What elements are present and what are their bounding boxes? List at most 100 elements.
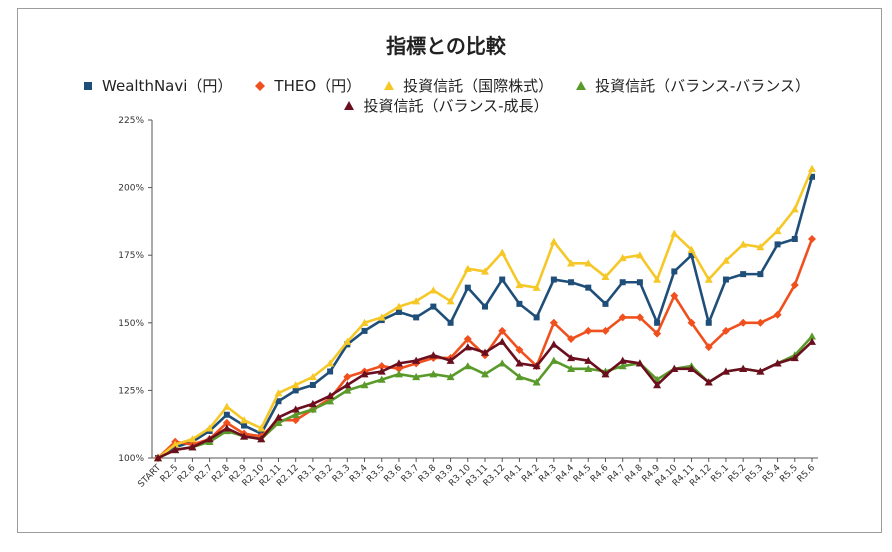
legend-item-1: THEO（円） [254, 75, 361, 96]
data-point-2 [188, 435, 197, 443]
data-point-4 [515, 359, 524, 367]
data-point-0 [430, 303, 437, 310]
triangle-marker-icon [344, 100, 355, 110]
triangle-marker-icon [576, 80, 587, 90]
data-point-4 [601, 370, 610, 378]
data-point-3 [429, 370, 438, 378]
data-point-2 [549, 237, 558, 245]
data-point-0 [585, 284, 592, 291]
data-point-4 [326, 391, 335, 400]
data-point-4 [549, 340, 558, 348]
data-point-1 [773, 310, 782, 319]
data-point-2 [326, 359, 335, 367]
data-point-2 [205, 424, 214, 432]
data-point-4 [653, 380, 662, 389]
data-point-0 [809, 173, 815, 180]
data-point-1 [291, 416, 300, 425]
data-point-4 [446, 356, 455, 364]
square-marker-icon [84, 81, 93, 90]
triangle-marker-icon [384, 80, 395, 90]
data-point-2 [739, 240, 748, 248]
x-tick-label: R4.8 [623, 463, 645, 485]
x-tick-label: R5.4 [761, 463, 783, 485]
data-point-3 [326, 397, 335, 405]
x-tick-label: R5.1 [709, 463, 731, 485]
data-point-4 [171, 445, 180, 454]
data-point-4 [498, 337, 507, 345]
x-tick-label: R2.8 [210, 463, 232, 485]
x-tick-label: R3.7 [400, 463, 422, 485]
legend-marker-0 [84, 81, 93, 90]
y-tick-label: 125% [118, 386, 144, 396]
x-tick-label: R3.3 [331, 463, 353, 485]
data-point-0 [327, 368, 334, 375]
data-point-2 [756, 243, 765, 251]
data-point-2 [171, 440, 180, 448]
data-point-0 [791, 235, 798, 242]
data-point-2 [498, 248, 507, 256]
data-point-2 [291, 380, 300, 389]
data-point-4 [567, 353, 576, 362]
data-point-1 [601, 326, 610, 335]
y-tick-label: 100% [118, 454, 144, 464]
data-point-0 [568, 279, 575, 286]
legend-marker-2 [384, 80, 395, 90]
data-point-1 [584, 326, 593, 335]
data-point-4 [481, 348, 489, 356]
x-tick-label: R2.7 [193, 463, 215, 485]
data-point-0 [654, 319, 661, 326]
data-point-4 [756, 367, 765, 375]
legend-label: 投資信託（バランス-成長） [363, 97, 549, 115]
data-point-4 [308, 399, 317, 408]
data-point-1 [549, 318, 558, 327]
data-point-3 [412, 372, 421, 381]
data-point-4 [188, 443, 197, 451]
data-point-1 [515, 345, 524, 354]
data-point-2 [394, 302, 403, 310]
x-tick-label: R3.8 [417, 463, 439, 485]
x-tick-label: R3.4 [348, 463, 370, 485]
data-point-0 [774, 241, 781, 248]
y-tick-label: 150% [118, 319, 144, 329]
data-point-2 [721, 256, 730, 264]
data-point-0 [464, 284, 471, 291]
data-point-2 [377, 313, 386, 321]
data-point-2 [222, 402, 231, 410]
data-point-0 [619, 279, 626, 286]
legend-row-1: WealthNavi（円） THEO（円） 投資信託（国際株式） 投資信託（バランス-… [0, 75, 892, 96]
data-point-0 [533, 314, 540, 321]
data-point-2 [618, 253, 627, 262]
data-point-1 [704, 343, 713, 352]
data-point-1 [377, 362, 386, 371]
data-point-0 [688, 252, 695, 259]
legend-item-4: 投資信託（バランス-成長） [343, 95, 549, 116]
data-point-4 [584, 356, 593, 364]
data-point-2 [687, 245, 696, 253]
data-point-0 [722, 276, 729, 283]
data-point-2 [584, 259, 593, 267]
data-point-3 [446, 372, 455, 381]
data-point-2 [670, 229, 679, 237]
data-point-4 [205, 435, 214, 443]
x-tick-label: R3.5 [365, 463, 387, 485]
data-point-2 [515, 280, 524, 289]
data-point-3 [343, 386, 352, 394]
x-tick-label: R4.4 [555, 463, 577, 485]
data-point-2 [601, 272, 610, 281]
x-tick-label: R2.5 [159, 463, 181, 485]
chart-title: 指標との比較 [386, 34, 506, 58]
data-point-0 [275, 398, 282, 405]
data-point-1 [670, 291, 679, 300]
data-point-4 [670, 364, 679, 372]
data-point-4 [618, 356, 627, 364]
data-point-4 [412, 356, 421, 364]
x-tick-label: R3.2 [314, 463, 336, 485]
data-point-4 [360, 370, 369, 378]
y-tick-label: 175% [118, 251, 144, 261]
legend-row-2: 投資信託（バランス-成長） [0, 95, 892, 116]
data-point-3 [463, 362, 472, 370]
data-point-2 [257, 424, 266, 432]
data-point-3 [481, 370, 489, 378]
data-point-4 [274, 413, 283, 421]
